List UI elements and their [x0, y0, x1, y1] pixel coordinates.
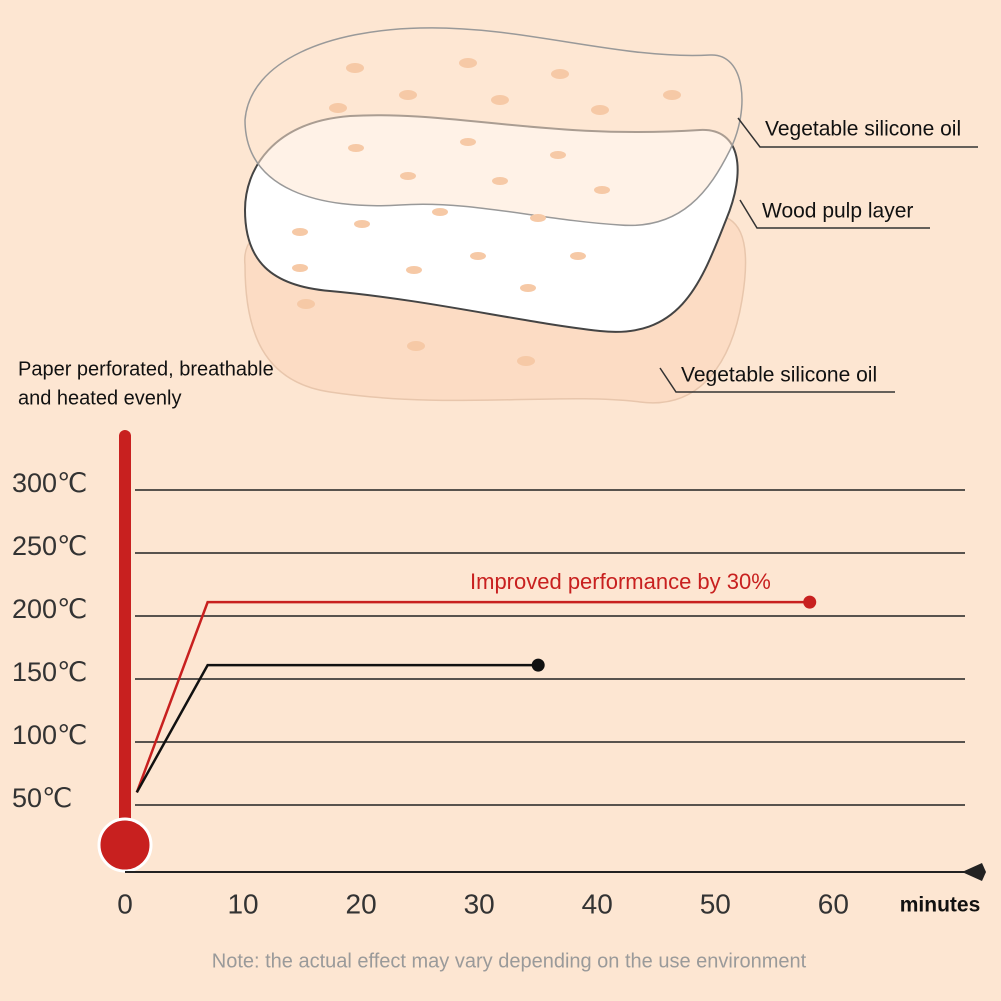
perforations — [292, 58, 681, 366]
x-tick-label: 60 — [818, 888, 849, 919]
x-tick-label: 30 — [464, 888, 495, 919]
paper-layers — [243, 27, 747, 404]
y-tick-label: 300℃ — [12, 468, 87, 498]
x-tick-label: 50 — [700, 888, 731, 919]
y-tick-label: 250℃ — [12, 531, 87, 561]
layer-label: Wood pulp layer — [762, 200, 913, 223]
layer-label: Vegetable silicone oil — [681, 364, 877, 387]
y-tick-label: 50℃ — [12, 783, 72, 813]
x-axis-arrow — [962, 863, 986, 881]
x-tick-label: 0 — [117, 888, 133, 919]
series-line — [135, 663, 539, 794]
end-point — [803, 595, 817, 609]
y-tick-label: 200℃ — [12, 594, 87, 624]
x-axis-label: minutes — [900, 894, 981, 917]
layer-label: Vegetable silicone oil — [765, 118, 961, 141]
series-line — [135, 600, 810, 793]
y-tick-label: 150℃ — [12, 657, 87, 687]
end-point — [531, 658, 545, 672]
x-tick-label: 10 — [227, 888, 258, 919]
annotation: Improved performance by 30% — [470, 569, 771, 594]
intro-line: and heated evenly — [18, 387, 181, 409]
leaders — [659, 117, 978, 393]
y-tick-label: 100℃ — [12, 720, 87, 750]
x-tick-label: 40 — [582, 888, 613, 919]
note: Note: the actual effect may vary dependi… — [212, 950, 807, 972]
intro-line: Paper perforated, breathable — [18, 358, 274, 380]
x-tick-label: 20 — [346, 888, 377, 919]
top-layer — [244, 27, 743, 227]
